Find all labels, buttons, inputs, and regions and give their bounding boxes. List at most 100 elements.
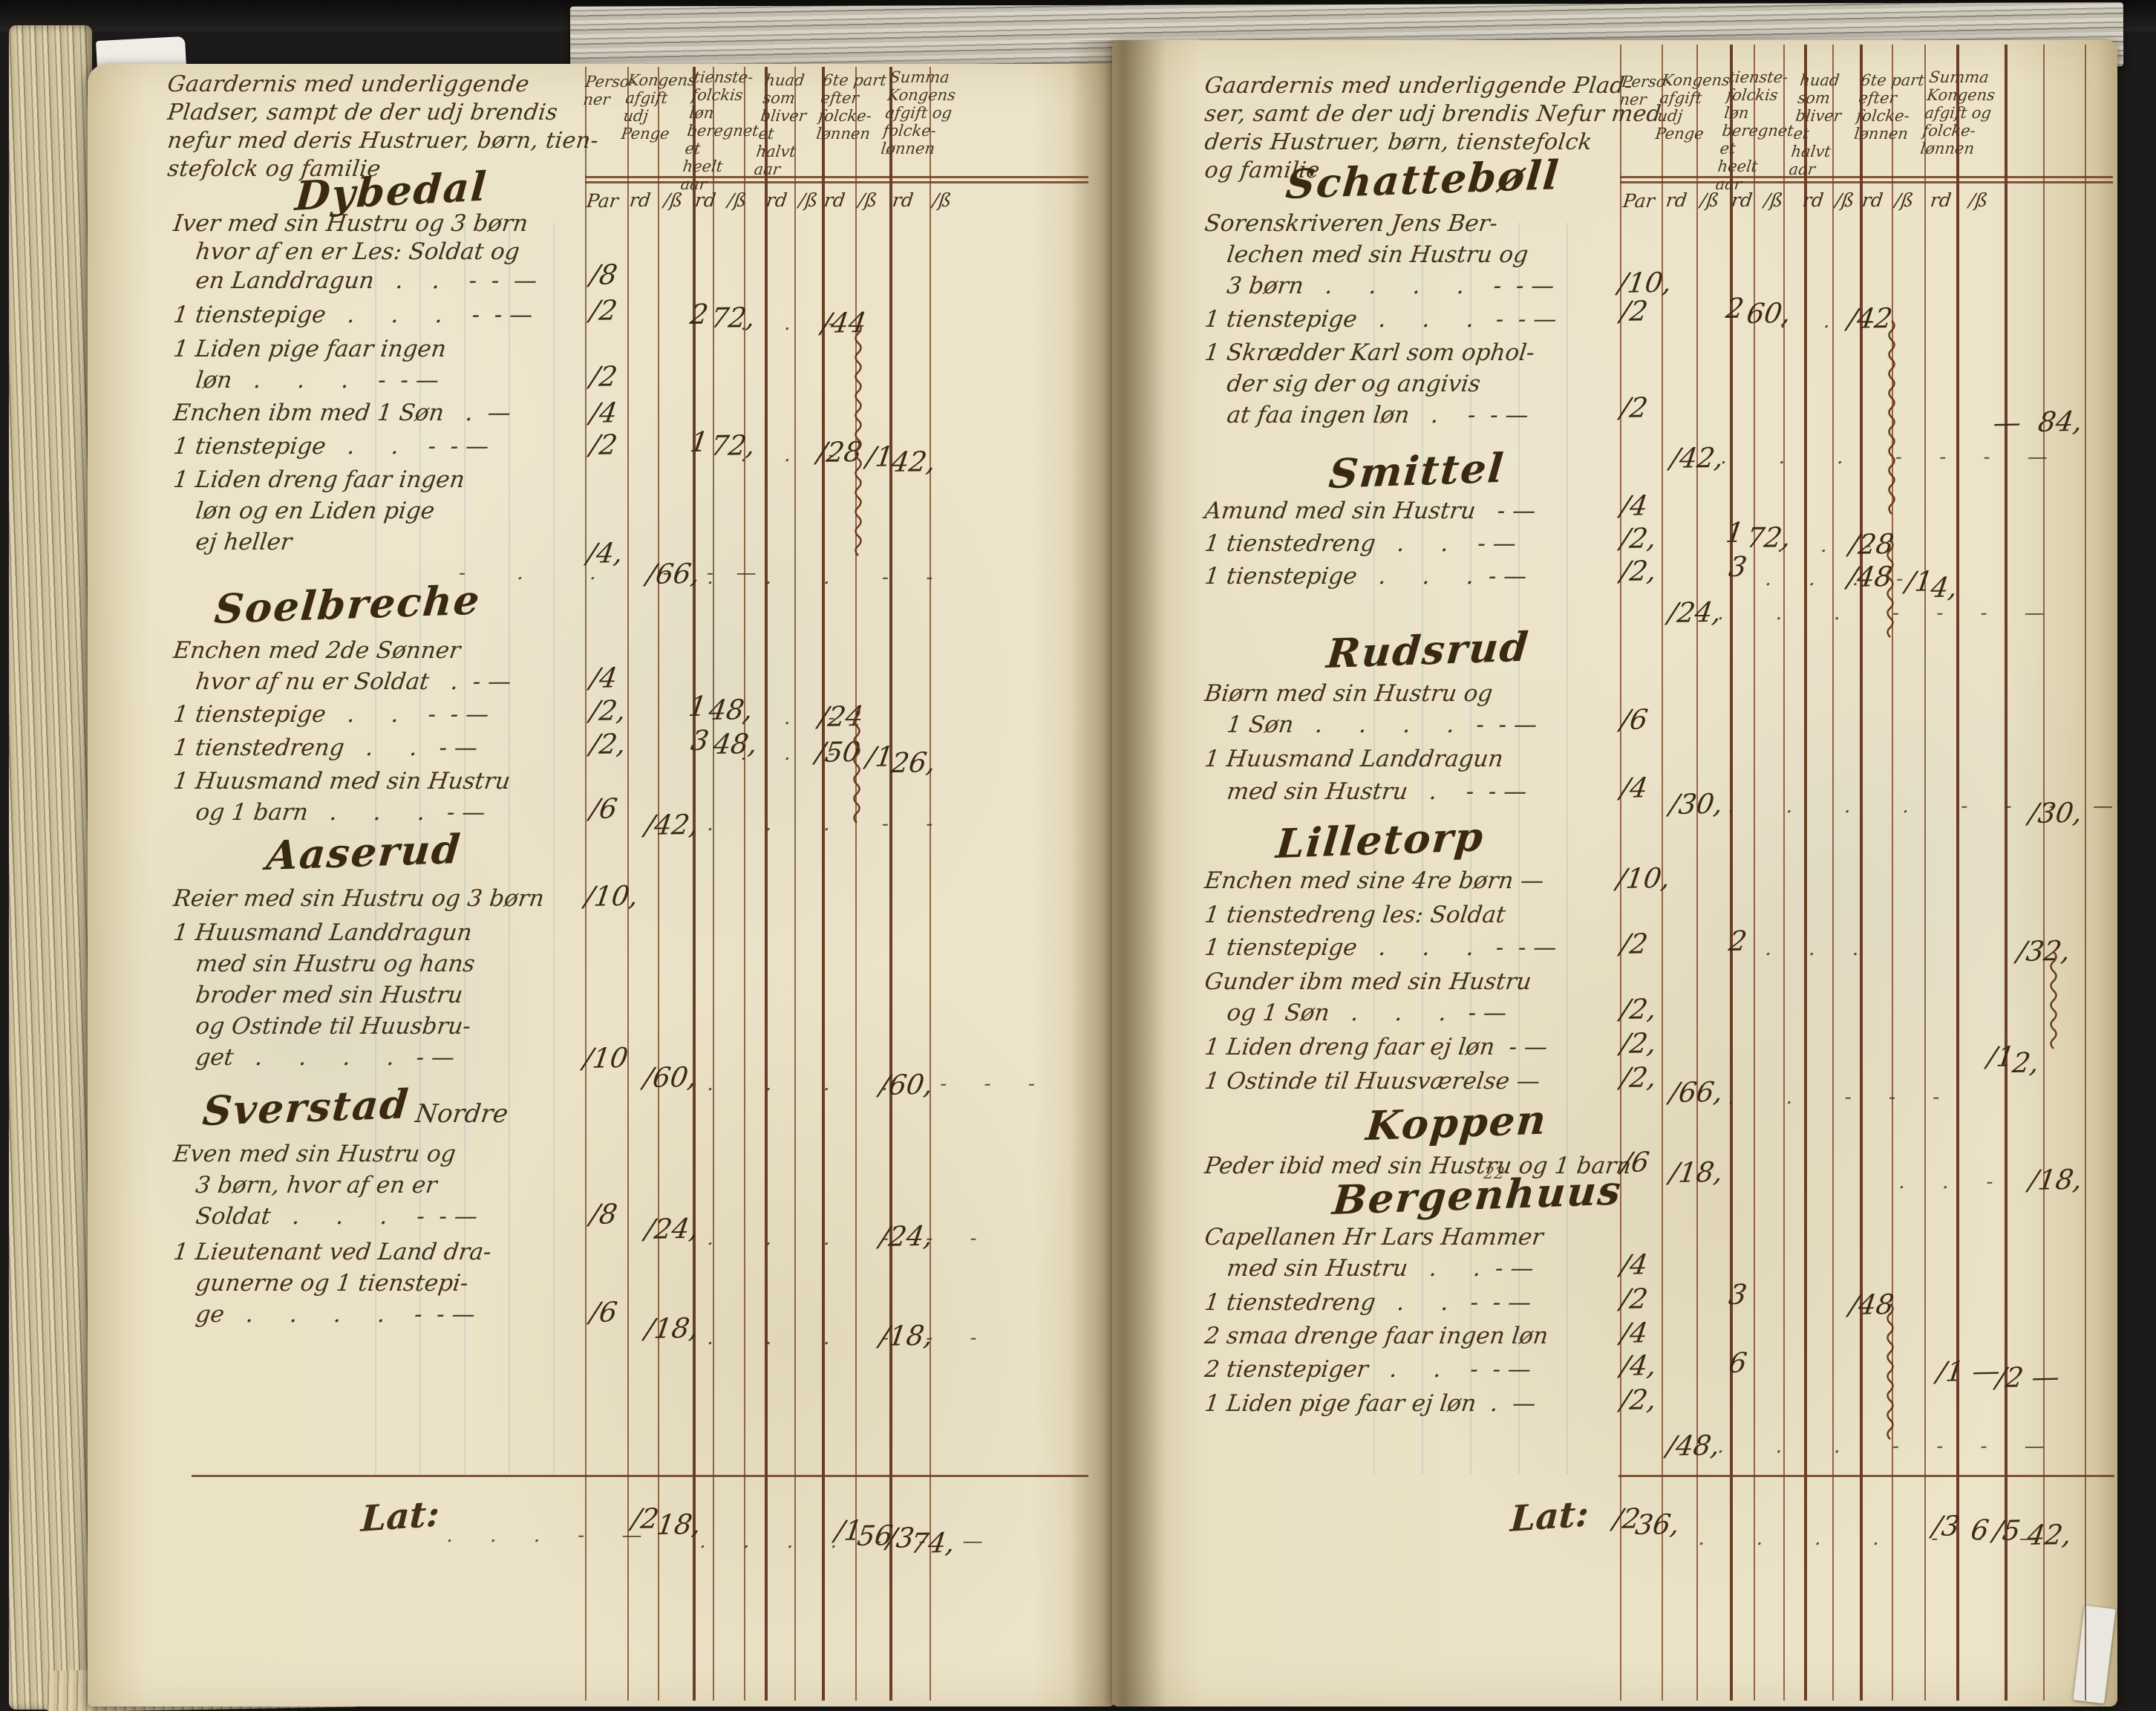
entry-text: get . . . . - — [194,1044,457,1071]
entry-value: ∕2 [1618,928,1650,960]
unit-label: rd [1730,189,1754,211]
entry-value: ∕10, [1614,861,1673,895]
section-subtitle: Nordre [414,1099,510,1129]
unit-label: ∕ß [797,189,820,211]
entry-text: ej heller [194,529,294,555]
entry-value: 2, [2010,1046,2042,1079]
left-page-stack [9,25,92,1710]
entry-value: ∕3 [1930,1510,1962,1542]
column-rule [713,67,714,1701]
unit-label: rd [1665,189,1688,211]
entry-value: ∕24, [642,1212,701,1245]
entry-text: 1 tienstepige . . - - — [172,701,491,728]
column-rule [693,67,696,1701]
sum-brace [2050,951,2057,1049]
entry-text: 1 Ostinde til Huusværelse — [1203,1068,1542,1095]
section-title: Rudsrud [1324,622,1532,677]
unit-label: ∕ß [726,189,748,211]
column-rule [1620,45,1621,1701]
entry-value: ∕30, [2026,796,2085,830]
entry-value: 48, [710,727,760,760]
entry-text: og Ostinde til Huusbru- [194,1013,473,1040]
entry-value: ∕18, [2026,1163,2085,1196]
preamble-line: Gaardernis med underliggende Plad- [1203,73,1634,99]
entry-value: ∕1 — [1934,1355,2003,1388]
column-rule [930,67,931,1701]
column-rule [1754,45,1755,1701]
unit-label: ∕ß [1763,189,1785,211]
ghost-rule-vertical [375,223,376,1474]
entry-value: ∕6 [1618,703,1650,736]
entry-text: hvor af en er Les: Soldat og [194,238,521,265]
column-rule [744,67,745,1701]
entry-text: der sig der og angivis [1225,371,1483,397]
ghost-rule-vertical [553,223,555,1474]
unit-label: rd [823,189,846,211]
unit-label: rd [765,189,788,211]
ghost-rule-vertical [1373,223,1375,1474]
column-rule [1860,45,1863,1701]
dot-leader: . . . [1764,937,1869,960]
dot-leader: . . . - - [706,566,943,589]
unit-label: rd [628,189,652,211]
entry-text: 1 Søn . . . . - - — [1225,711,1539,738]
column-rule [1730,45,1733,1701]
entry-text: Capellanen Hr Lars Hammer [1203,1224,1545,1251]
ghost-rule-vertical [509,223,510,1474]
entry-value: 72, [1744,521,1793,554]
column-header: Kongens afgift udj Penge [620,71,697,143]
entry-text: Amund med sin Hustru - — [1203,498,1538,524]
entry-text: at faa ingen løn . - - — [1225,402,1530,428]
entry-text: 1 Huusmand Landdragun [172,919,474,946]
entry-text: Enchen med 2de Sønner [172,637,463,664]
section-title: Aaserud [264,824,464,879]
entry-value: ∕10 [581,1041,630,1075]
ghost-rule-vertical [419,223,421,1474]
entry-value: 36, [1633,1508,1682,1541]
entry-value: 60, [1744,296,1793,330]
entry-text: med sin Hustru . . - — [1225,1255,1535,1282]
entry-value: ∕4 [1618,772,1650,804]
entry-value: ∕60, [641,1060,699,1094]
column-rule [889,67,892,1701]
entry-text: Iver med sin Hustru og 3 børn [172,210,530,237]
entry-value: 74, [908,1526,957,1560]
entry-text: lechen med sin Hustru og [1225,241,1530,268]
entry-text: 1 tienstepige . . - - — [172,433,491,460]
entry-value: ∕4 [587,662,620,694]
column-rule [2085,45,2086,1701]
unit-label: ∕ß [662,189,685,211]
left-page [88,64,1115,1707]
entry-text: 3 børn, hvor af en er [194,1172,439,1199]
header-rule [1620,176,2113,178]
gutter-shadow [1069,40,1166,1707]
entry-value: ∕2 [1618,391,1650,424]
unit-label: rd [891,189,915,211]
unit-label: rd [1861,189,1884,211]
entry-value: ∕2, [1618,1061,1659,1094]
entry-value: ∕2, [1618,555,1659,587]
ghost-rule-vertical [1567,223,1568,1474]
unit-label: ∕ß [1699,189,1721,211]
unit-label: ∕ß [1834,189,1856,211]
entry-text: og 1 Søn . . . - — [1225,1000,1509,1026]
entry-text: ge . . . . - - — [194,1301,477,1328]
preamble-line: ser, samt de der udj brendis Nefur med [1203,101,1663,127]
entry-value: ∕42, [642,808,701,841]
sum-brace [853,706,860,824]
entry-value: ∕2 — [1993,1360,2062,1394]
entry-value: ∕5 [1990,1514,2023,1547]
entry-text: løn og en Liden pige [194,498,437,524]
entry-value: 26, [889,746,938,779]
ghost-rule-vertical [1518,223,1520,1474]
entry-value: ∕6 [587,792,620,825]
column-rule [1662,45,1663,1701]
column-rule [822,67,825,1701]
entry-value: ∕18, [877,1319,935,1352]
column-header: Perso- ner [582,73,636,108]
entry-value: ∕2, [1618,993,1659,1026]
column-rule [627,67,629,1701]
entry-value: ∕2, [1618,1384,1659,1416]
entry-value: ∕18, [642,1311,701,1345]
entry-value: ∕18, [1667,1156,1725,1189]
